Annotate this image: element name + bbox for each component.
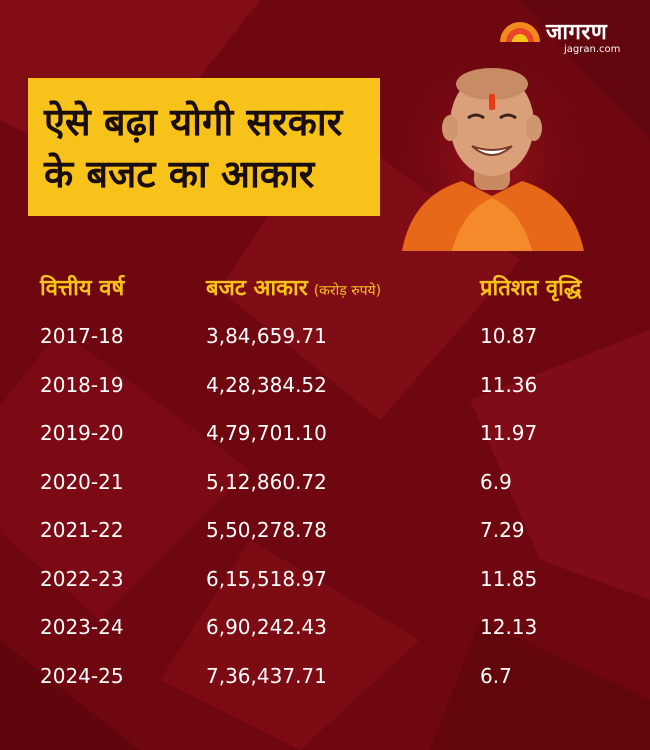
cell-budget: 4,28,384.52: [206, 372, 327, 397]
brand-name: जागरण: [546, 20, 608, 45]
header-growth: प्रतिशत वृद्धि: [480, 276, 582, 301]
cell-growth: 11.85: [480, 566, 538, 591]
cell-budget: 4,79,701.10: [206, 421, 327, 445]
cell-year: 2020-21: [40, 469, 124, 494]
brand-url: jagran.com: [564, 44, 621, 55]
cell-year: 2018-19: [40, 372, 124, 397]
table-row: 2021-22 5,50,278.78 7.29: [40, 518, 630, 567]
cell-growth: 6.9: [480, 469, 512, 494]
cell-growth: 12.13: [480, 615, 538, 639]
cell-year: 2024-25: [40, 663, 124, 688]
portrait-image: [392, 46, 592, 251]
header-budget-unit: (करोड़ रुपये): [313, 283, 382, 299]
cell-budget: 5,12,860.72: [206, 469, 327, 494]
budget-table: वित्तीय वर्ष बजट आकार (करोड़ रुपये) प्रति…: [40, 272, 630, 688]
cell-growth: 11.36: [480, 372, 538, 397]
cell-budget: 3,84,659.71: [206, 324, 327, 348]
header-year: वित्तीय वर्ष: [40, 276, 125, 301]
cell-growth: 7.29: [480, 518, 525, 542]
table-row: 2018-19 4,28,384.52 11.36: [40, 373, 630, 422]
cell-year: 2017-18: [40, 324, 124, 348]
title-box: ऐसे बढ़ा योगी सरकार के बजट का आकार: [28, 78, 380, 216]
sun-logo-icon: [500, 22, 540, 42]
cell-growth: 6.7: [480, 663, 512, 688]
cell-budget: 5,50,278.78: [206, 518, 327, 542]
table-body: 2017-18 3,84,659.71 10.87 2018-19 4,28,384.5…: [40, 324, 630, 712]
cell-budget: 7,36,437.71: [206, 663, 327, 688]
header-budget-label: बजट आकार: [206, 276, 308, 301]
table-header: वित्तीय वर्ष बजट आकार (करोड़ रुपये) प्रति…: [40, 272, 630, 308]
cell-growth: 11.97: [480, 421, 538, 445]
table-row: 2022-23 6,15,518.97 11.85: [40, 567, 630, 616]
cell-growth: 10.87: [480, 324, 538, 348]
table-row: 2020-21 5,12,860.72 6.9: [40, 470, 630, 519]
title-line-2: के बजट का आकार: [44, 152, 315, 196]
table-row: 2023-24 6,90,242.43 12.13: [40, 615, 630, 664]
cell-year: 2019-20: [40, 421, 124, 445]
cell-year: 2023-24: [40, 615, 124, 639]
table-row: 2019-20 4,79,701.10 11.97: [40, 421, 630, 470]
jagran-logo: जागरण jagran.com: [498, 16, 628, 56]
table-row: 2024-25 7,36,437.71 6.7: [40, 664, 630, 713]
cell-year: 2021-22: [40, 518, 124, 542]
header-budget: बजट आकार (करोड़ रुपये): [206, 272, 381, 302]
title-line-1: ऐसे बढ़ा योगी सरकार: [44, 100, 343, 144]
cell-budget: 6,90,242.43: [206, 615, 327, 639]
cell-year: 2022-23: [40, 566, 124, 591]
table-row: 2017-18 3,84,659.71 10.87: [40, 324, 630, 373]
cell-budget: 6,15,518.97: [206, 566, 327, 591]
